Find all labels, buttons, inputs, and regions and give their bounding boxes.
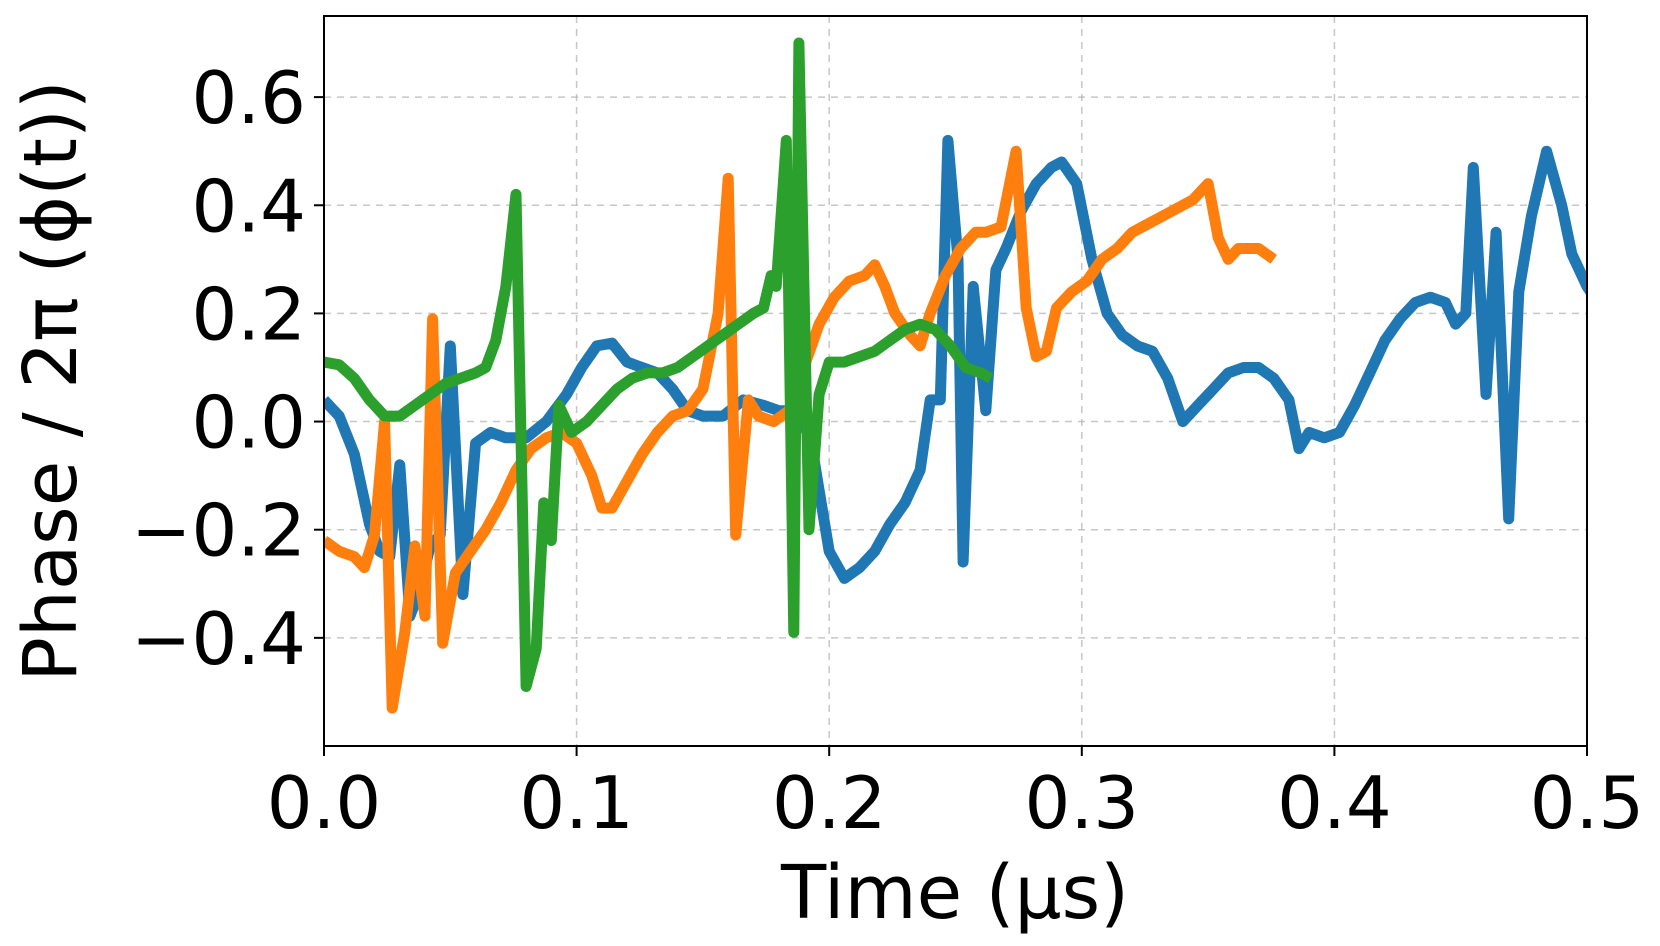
ticks: 0.0 0.1 0.2 0.3 0.4 0.5 −0.4 −0.2 0.0 0.2 0.4 0.6 <box>131 56 1644 845</box>
y-axis-label: Phase / 2π (ϕ(t)) <box>8 80 94 681</box>
series-line-2 <box>324 145 1277 714</box>
x-tick-label: 0.0 <box>267 761 382 845</box>
x-tick-label: 0.1 <box>519 761 634 845</box>
y-tick-label: 0.2 <box>191 272 306 356</box>
series-line-3 <box>324 37 994 692</box>
x-tick-label: 0.2 <box>772 761 887 845</box>
x-axis-label: Time (μs) <box>780 850 1129 936</box>
x-tick-label: 0.4 <box>1277 761 1392 845</box>
plot-frame <box>323 15 1588 747</box>
y-tick-label: 0.6 <box>191 56 306 140</box>
y-tick-label: −0.2 <box>131 489 306 573</box>
y-tick-label: −0.4 <box>131 597 306 681</box>
x-tick-label: 0.3 <box>1025 761 1140 845</box>
y-tick-label: 0.0 <box>191 381 306 465</box>
x-tick-label: 0.5 <box>1530 761 1645 845</box>
y-tick-label: 0.4 <box>191 164 306 248</box>
series-group <box>324 37 1587 714</box>
